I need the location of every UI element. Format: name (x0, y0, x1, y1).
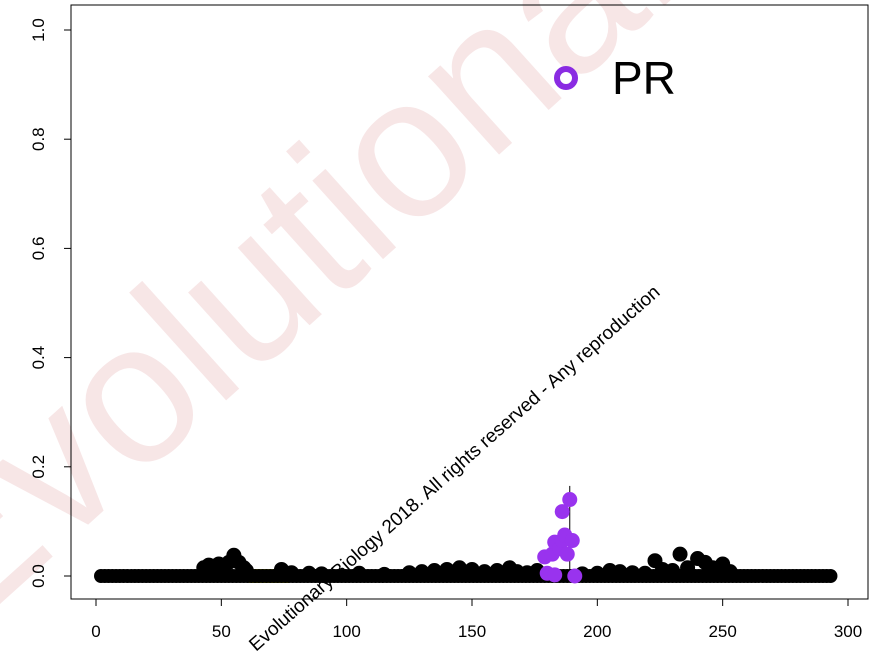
data-point (673, 547, 688, 562)
pr-data-point (547, 567, 562, 582)
legend-label-pr: PR (612, 52, 676, 104)
y-tick-label: 1.0 (29, 18, 48, 42)
x-tick-label: 200 (583, 622, 611, 641)
data-point (465, 562, 480, 577)
y-tick-label: 0.4 (29, 346, 48, 370)
y-tick-label: 0.6 (29, 237, 48, 261)
pr-data-point (565, 533, 580, 548)
data-point (490, 563, 505, 578)
data-point (284, 565, 299, 580)
data-points (94, 486, 837, 584)
x-tick-label: 0 (91, 622, 100, 641)
pr-data-point (567, 569, 582, 584)
y-tick-label: 0.0 (29, 564, 48, 588)
data-point (590, 566, 605, 581)
y-tick-label: 0.8 (29, 127, 48, 151)
x-axis: 0 50 100 150 200 250 300 (91, 599, 862, 641)
data-point (637, 566, 652, 581)
baseline-point (823, 569, 837, 583)
x-tick-label: 250 (708, 622, 736, 641)
x-tick-label: 100 (332, 622, 360, 641)
data-point (723, 564, 738, 579)
data-point (377, 567, 392, 582)
y-tick-label: 0.2 (29, 455, 48, 479)
x-tick-label: 50 (212, 622, 231, 641)
x-tick-label: 150 (458, 622, 486, 641)
pr-data-point (562, 492, 577, 507)
data-point (239, 563, 254, 578)
pr-data-point (560, 547, 575, 562)
x-tick-label: 300 (834, 622, 862, 641)
data-point (665, 563, 680, 578)
